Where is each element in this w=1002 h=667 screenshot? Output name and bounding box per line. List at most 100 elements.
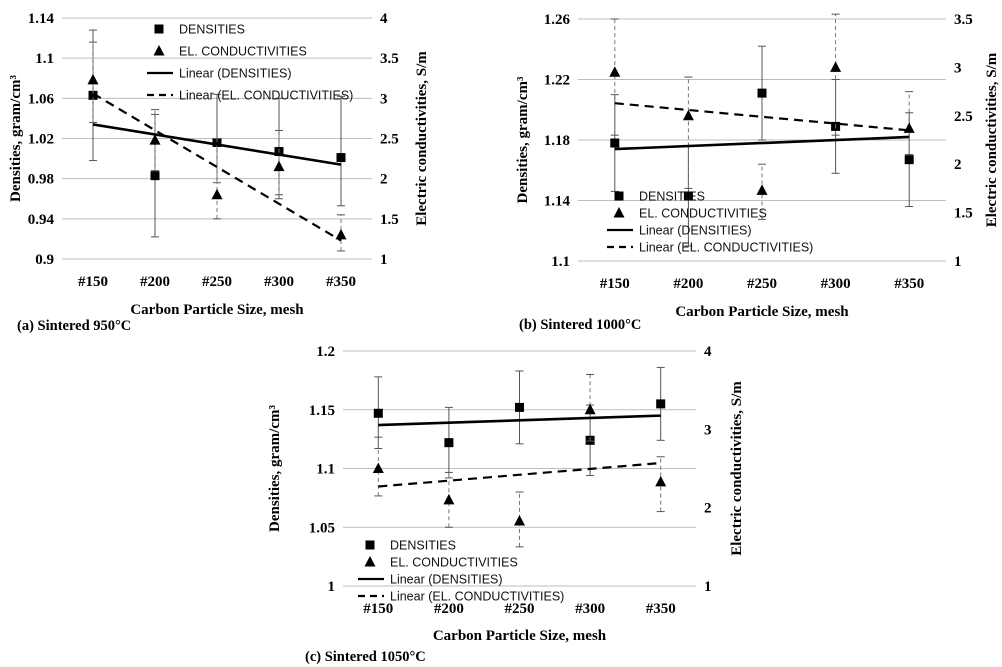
y-tick-label-left: 0.98 [28,172,54,188]
x-tick-label: #200 [140,274,170,290]
y-tick-label-right: 2.5 [954,109,973,125]
y-tick-label-right: 2 [704,501,712,517]
density-point [336,153,346,163]
density-point [515,402,524,412]
density-point [610,138,620,148]
y-tick-label-left: 1.02 [28,132,54,148]
x-tick-label: #150 [78,274,108,290]
y-tick-label-right: 2 [380,172,388,188]
density-point [444,438,454,448]
x-tick-label: #350 [326,274,356,290]
x-tick-label: #350 [894,276,924,292]
conductivity-point [830,61,842,72]
y-tick-label-left: 1.14 [28,11,55,27]
y-tick-label-left: 0.9 [35,252,54,268]
conductivity-point [443,493,455,505]
y-tick-label-left: 1.06 [28,91,55,107]
x-axis-title: Carbon Particle Size, mesh [675,304,849,320]
conductivity-point [682,109,694,121]
y-axis-title-left: Densities, gram/cm³ [267,405,283,532]
legend-conductivities-marker [153,45,165,56]
conductivity-point [903,122,915,133]
x-tick-label: #250 [505,601,535,617]
conductivity-point [87,73,99,85]
legend-linear-conductivities-label: Linear (EL. CONDUCTIVITIES) [639,241,813,255]
trend-line-densities [378,414,661,427]
y-tick-label-left: 1.18 [544,133,570,149]
x-tick-label: #300 [264,274,294,290]
y-tick-label-right: 3 [380,91,388,107]
y-tick-label-left: 1.1 [316,462,335,478]
legend-conductivities-label: EL. CONDUCTIVITIES [390,556,518,570]
y-tick-label-right: 3 [954,60,962,76]
chart-panel-a: 0.9 0.94 0.98 1.02 1.06 1.1 1.14 1 1.5 2 2.5 3 3.5 4 #… [8,11,430,334]
x-tick-label: #250 [202,274,232,290]
panel-caption: (b) Sintered 1000°C [519,317,641,333]
y-tick-label-right: 3.5 [380,51,399,67]
legend-conductivities-marker [364,556,376,567]
legend-densities-marker [614,191,624,201]
y-tick-label-right: 1 [380,252,388,268]
trend-line-conductivities [378,461,661,488]
x-axis-title: Carbon Particle Size, mesh [130,302,304,318]
legend-densities-label: DENSITIES [179,23,245,37]
conductivity-point [273,160,285,172]
x-tick-label: #150 [363,601,393,617]
trend-line-densities [92,123,342,166]
conductivity-point [149,134,161,145]
x-tick-label: #250 [747,276,777,292]
density-point [683,191,693,201]
legend-linear-densities-label: Linear (DENSITIES) [390,573,503,587]
density-point [656,399,666,409]
legend-linear-conductivities-label: Linear (EL. CONDUCTIVITIES) [390,590,564,604]
conductivity-point [514,514,525,526]
y-tick-label-right: 4 [704,344,712,360]
y-tick-label-right: 1 [704,579,712,595]
legend-densities-marker [154,24,164,34]
y-tick-label-left: 1 [328,579,336,595]
legend-conductivities-label: EL. CONDUCTIVITIES [179,45,307,59]
y-axis-title-right: Electric conductivities, S/m [729,381,745,556]
trend-line-conductivities [92,92,342,242]
legend-densities-marker [365,540,375,550]
y-axis-title-left: Densities, gram/cm³ [8,75,24,202]
panel-caption: (a) Sintered 950°C [17,318,131,334]
legend-linear-densities-label: Linear (DENSITIES) [179,67,292,81]
y-tick-label-right: 1.5 [380,212,399,228]
y-axis-title-right: Electric conductivities, S/m [414,51,430,226]
y-tick-label-right: 1 [954,254,962,270]
y-tick-label-left: 1.26 [544,12,571,28]
x-tick-label: #200 [434,601,464,617]
y-axis-title-left: Densities, gram/cm³ [515,76,531,203]
y-tick-label-right: 2 [954,157,962,173]
y-tick-label-right: 3 [704,422,712,438]
x-tick-label: #200 [673,276,703,292]
legend-conductivities-marker [613,207,625,218]
conductivity-point [756,184,768,195]
x-tick-label: #300 [821,276,851,292]
density-point [150,171,160,181]
x-axis-title: Carbon Particle Size, mesh [433,628,607,644]
conductivity-point [609,66,621,77]
panel-caption: (c) Sintered 1050°C [305,649,426,665]
y-tick-label-left: 1.22 [544,73,570,89]
density-point [212,138,222,148]
trend-line-conductivities [614,102,910,132]
chart-panel-c: 1 1.05 1.1 1.15 1.2 1 2 3 4 #150 #200 #250 #300 #350 C… [267,344,745,665]
conductivity-point [335,228,347,240]
y-tick-label-left: 1.2 [316,344,335,360]
conductivity-point [211,188,223,200]
conductivity-point [372,462,384,473]
legend-linear-densities-label: Linear (DENSITIES) [639,224,752,238]
y-tick-label-left: 1.1 [35,51,54,67]
x-tick-label: #300 [575,601,605,617]
density-point [88,90,98,100]
conductivity-point [584,403,596,415]
density-point [904,155,914,165]
density-point [373,408,383,418]
chart-panel-b: 1.1 1.14 1.18 1.22 1.26 1 1.5 2 2.5 3 3.5 #150 #200 #… [515,12,1000,333]
x-tick-label: #150 [600,276,630,292]
density-point [757,88,767,98]
y-tick-label-left: 1.1 [551,254,570,270]
y-tick-label-left: 1.15 [309,403,335,419]
